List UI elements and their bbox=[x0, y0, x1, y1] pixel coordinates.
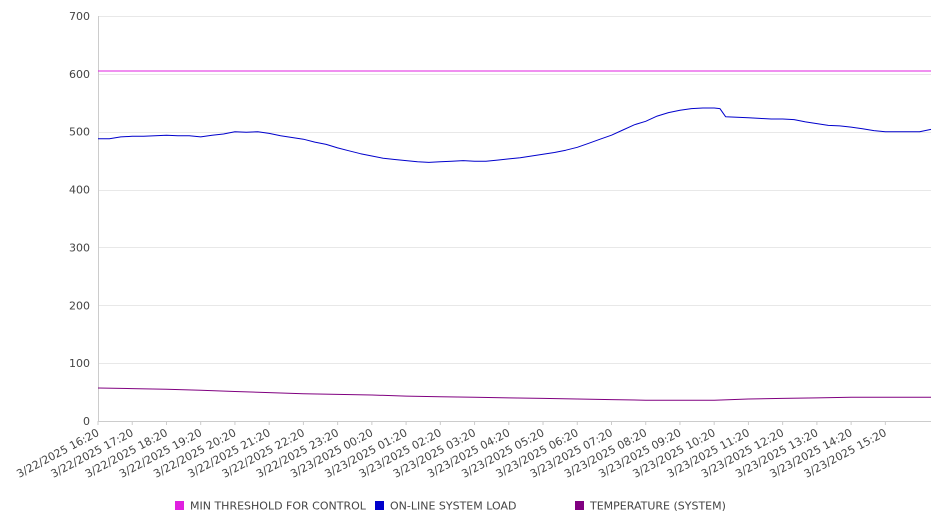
y-tick-label: 300 bbox=[69, 241, 90, 254]
y-tick-label: 200 bbox=[69, 299, 90, 312]
y-tick-label: 600 bbox=[69, 68, 90, 81]
legend-swatch bbox=[375, 501, 384, 510]
legend-label: ON-LINE SYSTEM LOAD bbox=[390, 500, 516, 513]
legend-label: TEMPERATURE (SYSTEM) bbox=[589, 500, 726, 513]
legend-label: MIN THRESHOLD FOR CONTROL bbox=[190, 500, 367, 513]
axes bbox=[97, 16, 931, 425]
y-tick-label: 0 bbox=[83, 415, 90, 428]
series-line-3 bbox=[97, 387, 931, 401]
x-axis-tick-labels: 3/22/2025 16:203/22/2025 17:203/22/2025 … bbox=[14, 426, 888, 480]
y-tick-label: 500 bbox=[69, 126, 90, 139]
y-tick-label: 100 bbox=[69, 357, 90, 370]
legend-item: TEMPERATURE (SYSTEM) bbox=[575, 500, 726, 513]
y-tick-label: 700 bbox=[69, 10, 90, 23]
legend-item: MIN THRESHOLD FOR CONTROL bbox=[175, 500, 367, 513]
y-axis-tick-labels: 0 100 200 300 400 500 600 700 bbox=[69, 10, 90, 428]
y-tick-label: 400 bbox=[69, 184, 90, 197]
series-line-2 bbox=[98, 107, 932, 163]
legend-swatch bbox=[575, 501, 584, 510]
legend-swatch bbox=[175, 501, 184, 510]
series-lines bbox=[97, 70, 932, 401]
grid-lines bbox=[98, 16, 931, 364]
legend: MIN THRESHOLD FOR CONTROL ON-LINE SYSTEM … bbox=[175, 500, 726, 513]
legend-item: ON-LINE SYSTEM LOAD bbox=[375, 500, 516, 513]
